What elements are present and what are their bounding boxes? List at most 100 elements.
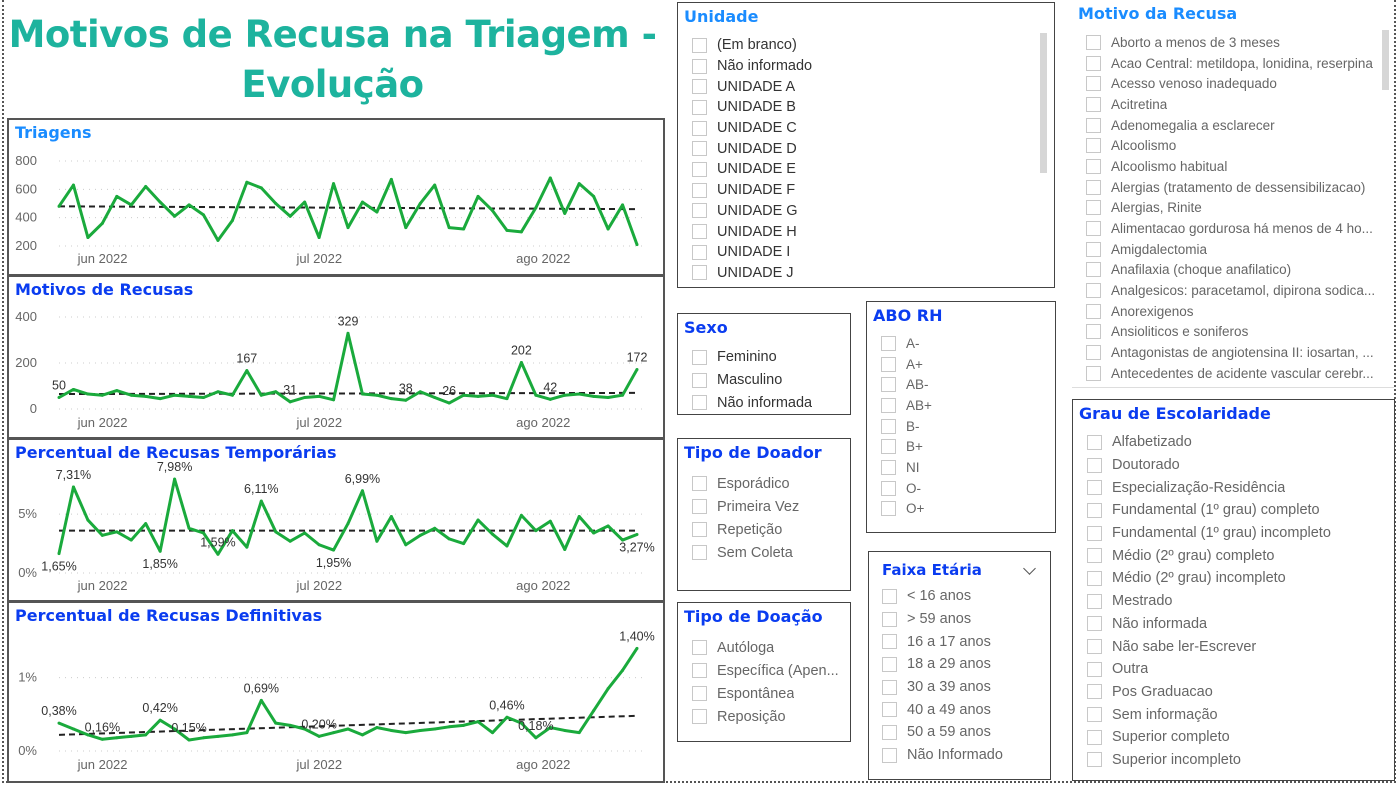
checkbox[interactable] [1087,570,1102,586]
checkbox[interactable] [882,747,897,763]
checkbox[interactable] [692,203,707,219]
checkbox[interactable] [1086,76,1101,92]
checkbox[interactable] [882,611,897,627]
slicer-item[interactable]: Não Informado [882,744,1046,767]
chevron-down-icon[interactable] [1023,562,1036,575]
checkbox[interactable] [881,335,896,351]
checkbox[interactable] [1087,729,1102,745]
slicer-item[interactable]: Autóloga [692,636,846,659]
slicer-item[interactable]: Antagonistas de angiotensina II: iosarta… [1086,342,1384,363]
recusas-definitivas-chart[interactable]: Percentual de Recusas Definitivas 0% 1% ju… [7,601,665,783]
slicer-item[interactable]: UNIDADE I [692,242,1040,263]
slicer-item[interactable]: > 59 anos [882,608,1046,631]
slicer-item[interactable]: O- [881,478,1041,499]
checkbox[interactable] [1086,241,1101,257]
slicer-item[interactable]: Alcoolismo habitual [1086,156,1384,177]
slicer-item[interactable]: Acitretina [1086,94,1384,115]
slicer-item[interactable]: 40 a 49 anos [882,698,1046,721]
checkbox[interactable] [1086,96,1101,112]
checkbox[interactable] [882,634,897,650]
checkbox[interactable] [692,58,707,74]
checkbox[interactable] [1086,324,1101,340]
slicer-item[interactable]: Alfabetizado [1087,431,1380,454]
slicer-item[interactable]: Masculino [692,369,846,392]
checkbox[interactable] [1086,283,1101,299]
slicer-item[interactable]: Aborto a menos de 3 meses [1086,32,1384,53]
slicer-item[interactable]: Adenomegalia a esclarecer [1086,115,1384,136]
slicer-item[interactable]: Não informada [692,391,846,414]
slicer-item[interactable]: UNIDADE E [692,159,1040,180]
slicer-item[interactable]: Acesso venoso inadequado [1086,73,1384,94]
checkbox[interactable] [692,476,707,491]
slicer-item[interactable]: Esporádico [692,472,846,495]
checkbox[interactable] [1087,707,1102,723]
checkbox[interactable] [881,356,896,372]
slicer-item[interactable]: Especialização-Residência [1087,476,1380,499]
checkbox[interactable] [692,99,707,115]
checkbox[interactable] [1086,221,1101,237]
slicer-item[interactable]: < 16 anos [882,585,1046,608]
checkbox[interactable] [1087,752,1102,768]
slicer-item[interactable]: UNIDADE G [692,201,1040,222]
slicer-item[interactable]: O+ [881,499,1041,520]
slicer-item[interactable]: Específica (Apen... [692,659,846,682]
slicer-item[interactable]: Antecedentes de acidente vascular cerebr… [1086,363,1384,384]
slicer-item[interactable]: UNIDADE J [692,263,1040,284]
checkbox[interactable] [882,724,897,740]
slicer-item[interactable]: Não informada [1087,613,1380,636]
checkbox[interactable] [692,499,707,514]
checkbox[interactable] [881,501,896,517]
checkbox[interactable] [692,709,707,724]
slicer-item[interactable]: Sem Coleta [692,541,846,564]
slicer-item[interactable]: UNIDADE B [692,97,1040,118]
slicer-item[interactable]: Anorexigenos [1086,301,1384,322]
slicer-item[interactable]: Alimentacao gordurosa há menos de 4 ho..… [1086,218,1384,239]
slicer-item[interactable]: Fundamental (1º grau) completo [1087,499,1380,522]
slicer-item[interactable]: Reposição [692,705,846,728]
checkbox[interactable] [881,480,896,496]
slicer-item[interactable]: B- [881,416,1041,437]
triagens-chart[interactable]: Triagens 200 400 600 800 jun 2022 jul 2022 ago… [7,118,665,276]
checkbox[interactable] [1086,179,1101,195]
checkbox[interactable] [881,397,896,413]
checkbox[interactable] [1086,158,1101,174]
slicer-item[interactable]: Alergias (tratamento de dessensibilizaca… [1086,177,1384,198]
slicer-item[interactable]: Sem informação [1087,703,1380,726]
checkbox[interactable] [881,377,896,393]
scrollbar[interactable] [1040,33,1047,173]
checkbox[interactable] [1086,365,1101,381]
slicer-item[interactable]: NI [881,457,1041,478]
slicer-item[interactable]: 30 a 39 anos [882,676,1046,699]
checkbox[interactable] [1087,548,1102,564]
scrollbar[interactable] [1382,30,1389,90]
checkbox[interactable] [1087,525,1102,541]
checkbox[interactable] [692,79,707,95]
slicer-item[interactable]: UNIDADE C [692,118,1040,139]
checkbox[interactable] [1086,117,1101,133]
checkbox[interactable] [1086,55,1101,71]
slicer-item[interactable]: 18 a 29 anos [882,653,1046,676]
slicer-item[interactable]: Primeira Vez [692,495,846,518]
recusas-temporarias-chart[interactable]: Percentual de Recusas Temporárias 0% 5% ju… [7,438,665,602]
slicer-item[interactable]: Não informado [692,56,1040,77]
checkbox[interactable] [692,182,707,198]
slicer-item[interactable]: (Em branco) [692,35,1040,56]
checkbox[interactable] [692,686,707,701]
checkbox[interactable] [692,141,707,157]
slicer-item[interactable]: A+ [881,354,1041,375]
checkbox[interactable] [692,522,707,537]
slicer-item[interactable]: Doutorado [1087,454,1380,477]
checkbox[interactable] [882,679,897,695]
checkbox[interactable] [881,459,896,475]
slicer-item[interactable]: Fundamental (1º grau) incompleto [1087,522,1380,545]
checkbox[interactable] [882,588,897,604]
slicer-item[interactable]: Alergias, Rinite [1086,198,1384,219]
checkbox[interactable] [692,640,707,655]
slicer-item[interactable]: Superior incompleto [1087,749,1380,772]
checkbox[interactable] [1086,303,1101,319]
checkbox[interactable] [692,349,707,365]
slicer-item[interactable]: Ansioliticos e soniferos [1086,322,1384,343]
checkbox[interactable] [881,439,896,455]
slicer-item[interactable]: UNIDADE H [692,221,1040,242]
slicer-item[interactable]: AB- [881,374,1041,395]
